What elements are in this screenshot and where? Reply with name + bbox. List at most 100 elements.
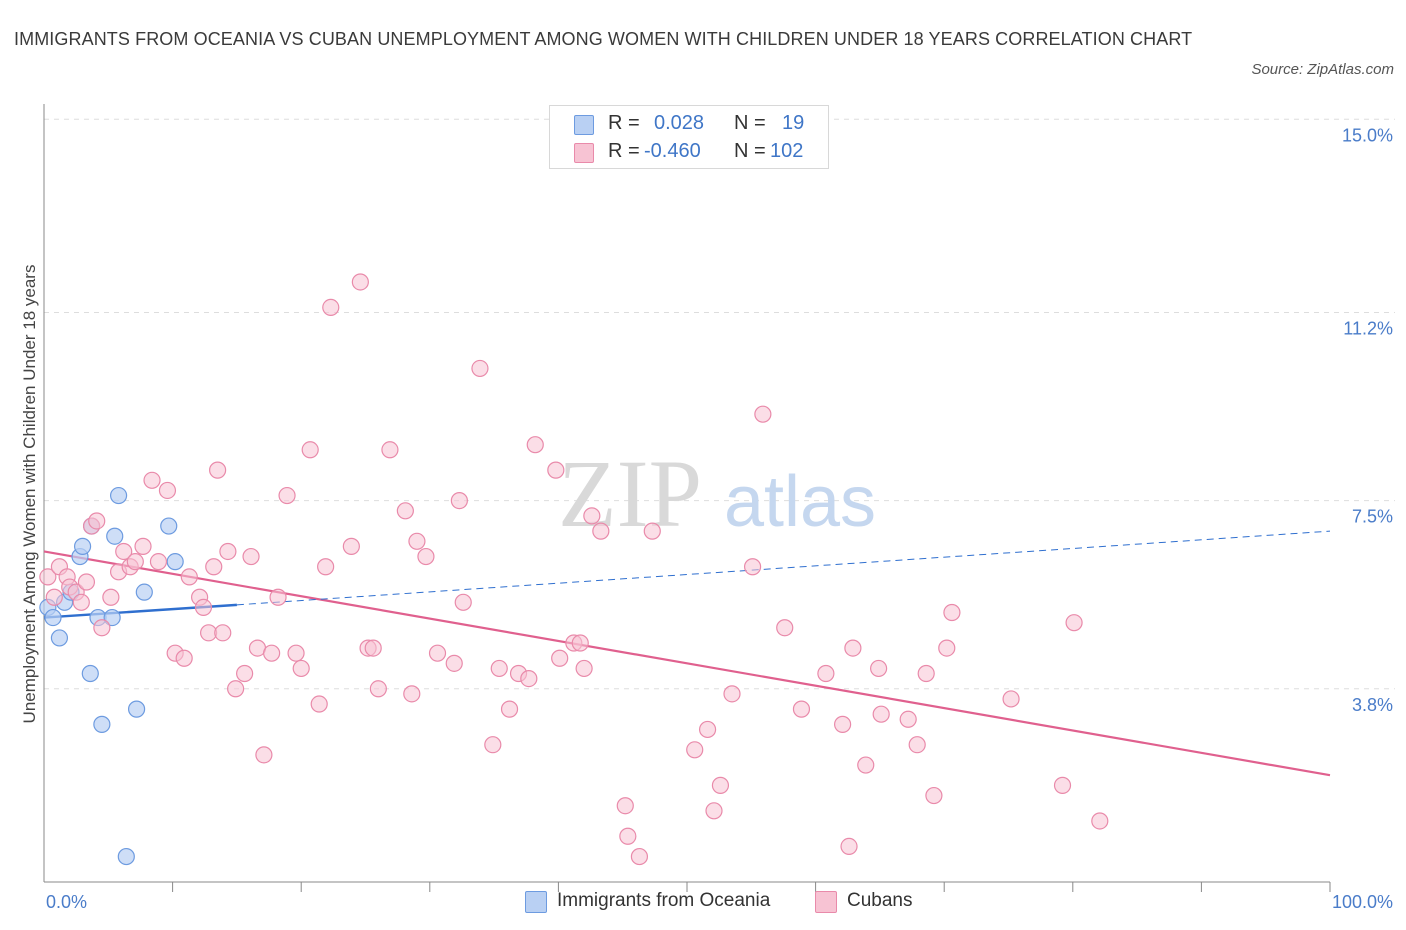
bottom-legend-label: Immigrants from Oceania <box>557 890 771 911</box>
correlation-legend: R = 0.028 N = 19 R = -0.460 N = 102 <box>549 105 829 169</box>
data-point-cuban <box>317 558 335 576</box>
data-point-cuban <box>158 481 177 500</box>
y-tick-label: 11.2% <box>1343 318 1393 338</box>
data-point-cuban <box>408 532 426 550</box>
data-point-cuban <box>269 588 287 606</box>
series-oceania-points <box>39 486 184 866</box>
data-point-cuban <box>450 492 468 510</box>
data-point-oceania <box>127 700 146 718</box>
data-point-cuban <box>93 619 111 637</box>
data-point-cuban <box>899 710 917 728</box>
data-point-cuban <box>571 634 589 652</box>
legend-n-value: 102 <box>770 140 804 162</box>
data-point-cuban <box>255 746 273 764</box>
data-point-cuban <box>857 756 875 774</box>
data-point-cuban <box>351 273 369 291</box>
watermark: ZIP atlas <box>558 440 876 547</box>
data-point-cuban <box>396 502 414 520</box>
data-point-cuban <box>149 553 168 571</box>
data-point-cuban <box>209 461 227 479</box>
data-point-oceania <box>109 486 128 505</box>
data-point-cuban <box>484 736 502 754</box>
data-point-cuban <box>723 685 741 703</box>
data-point-cuban <box>301 441 319 459</box>
y-tick-label: 7.5% <box>1352 507 1393 527</box>
data-point-oceania <box>166 553 184 571</box>
data-point-cuban <box>45 588 63 606</box>
data-point-cuban <box>236 664 254 683</box>
data-point-oceania <box>135 583 153 601</box>
data-point-cuban <box>471 359 489 378</box>
data-point-oceania <box>160 517 178 535</box>
legend-r-label: R = <box>608 112 640 134</box>
tick-labels: 3.8% 7.5% 11.2% 15.0% 0.0% 100.0% <box>46 125 1393 912</box>
data-point-cuban <box>428 644 447 662</box>
data-point-cuban <box>1002 690 1020 708</box>
data-point-cuban <box>711 776 730 794</box>
data-point-cuban <box>77 573 96 591</box>
watermark-zip: ZIP <box>558 440 702 547</box>
data-point-cuban <box>575 659 593 678</box>
data-point-cuban <box>310 695 328 713</box>
data-point-oceania <box>44 608 62 627</box>
y-tick-label: 3.8% <box>1352 695 1393 715</box>
data-point-cuban <box>526 436 544 454</box>
data-point-oceania <box>73 537 92 555</box>
data-point-cuban <box>490 659 508 678</box>
series-cuban-points <box>39 273 1109 866</box>
data-point-cuban <box>792 700 811 718</box>
legend-n-label: N = <box>734 112 766 134</box>
gridlines <box>44 118 1395 690</box>
data-point-oceania <box>106 527 124 545</box>
data-point-cuban <box>205 558 223 576</box>
data-point-oceania <box>117 847 135 866</box>
legend-n-label: N = <box>734 140 766 162</box>
data-point-cuban <box>500 700 519 718</box>
legend-r-value: 0.028 <box>654 112 705 134</box>
data-point-cuban <box>180 568 198 586</box>
data-point-cuban <box>908 736 926 754</box>
legend-n-value: 19 <box>782 112 805 134</box>
y-tick-label: 15.0% <box>1342 125 1393 145</box>
data-point-cuban <box>194 598 213 617</box>
data-point-cuban <box>219 542 237 561</box>
data-point-cuban <box>102 588 120 606</box>
data-point-cuban <box>417 547 435 566</box>
x-tick-label: 0.0% <box>46 892 87 912</box>
chart-title: IMMIGRANTS FROM OCEANIA VS CUBAN UNEMPLO… <box>14 29 1193 49</box>
data-point-cuban <box>698 720 717 739</box>
data-point-cuban <box>381 441 399 459</box>
y-axis-title: Unemployment Among Women with Children U… <box>20 265 39 724</box>
legend-r-value: -0.460 <box>644 140 701 162</box>
trend-line-oceania-extrapolated <box>236 530 1331 606</box>
data-point-cuban <box>551 649 569 667</box>
data-point-cuban <box>175 649 193 667</box>
data-point-cuban <box>870 659 888 678</box>
x-tick-label: 100.0% <box>1332 892 1393 912</box>
data-point-cuban <box>943 603 961 622</box>
data-point-cuban <box>88 512 106 530</box>
data-point-cuban <box>592 522 610 540</box>
data-point-cuban <box>1065 614 1083 632</box>
legend-r-label: R = <box>608 140 640 162</box>
data-point-cuban <box>817 664 835 683</box>
data-point-oceania <box>81 664 99 683</box>
data-point-cuban <box>834 715 852 733</box>
data-point-cuban <box>342 537 360 555</box>
data-point-cuban <box>547 461 565 479</box>
data-point-cuban <box>214 624 232 642</box>
data-point-cuban <box>278 486 296 505</box>
data-point-oceania <box>93 715 111 733</box>
data-point-cuban <box>287 644 305 662</box>
data-point-cuban <box>616 797 634 815</box>
data-point-cuban <box>369 680 387 698</box>
data-point-cuban <box>705 802 723 820</box>
bottom-legend-swatch-oceania <box>525 891 547 913</box>
data-point-cuban <box>134 537 152 555</box>
data-point-oceania <box>50 629 69 647</box>
data-point-cuban <box>776 619 794 637</box>
data-point-cuban <box>583 507 601 525</box>
data-point-cuban <box>619 827 637 845</box>
watermark-atlas: atlas <box>724 462 876 542</box>
